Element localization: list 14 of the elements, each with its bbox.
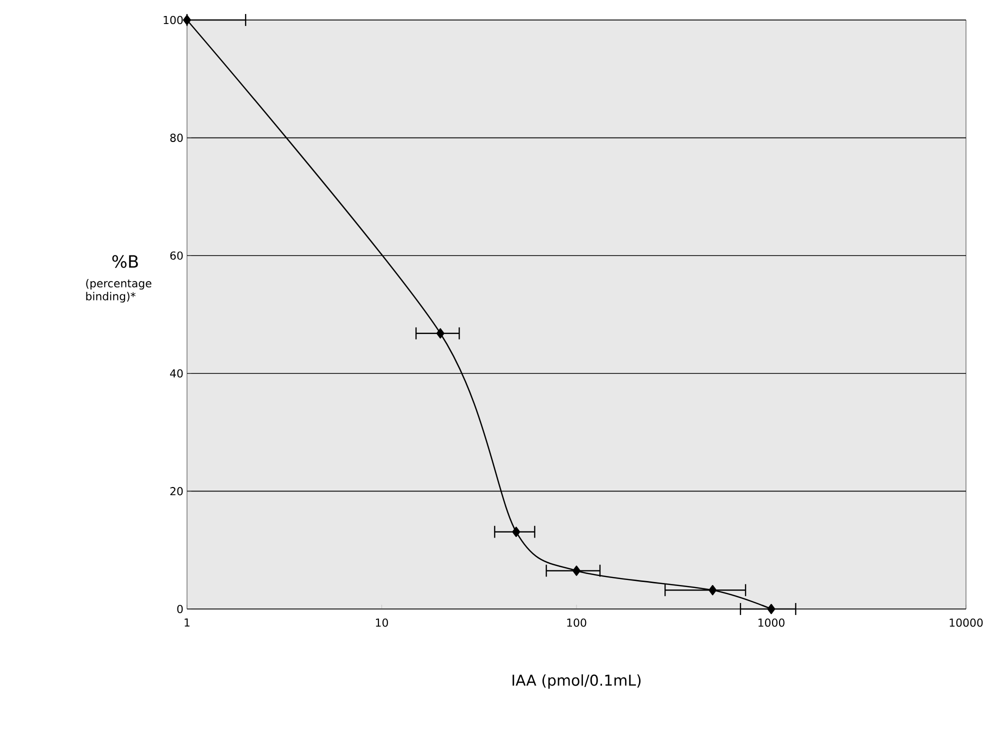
x-tick-label: 1000 [758, 618, 784, 627]
x-tick-label: 10 [376, 618, 388, 627]
y-tick-label: 80 [170, 134, 183, 142]
y-tick-label: 100 [164, 16, 183, 24]
y-tick-label: 0 [177, 604, 183, 614]
y-tick-label: 40 [170, 369, 183, 378]
y-axis-title: %B [112, 255, 138, 268]
x-tick-label: 1 [184, 618, 190, 626]
x-tick-label: 100 [567, 618, 586, 627]
x-axis-title: IAA (pmol/0.1mL) [512, 674, 641, 689]
text: (percentage binding)* [86, 278, 152, 303]
y-tick-label: 60 [170, 251, 183, 260]
y-tick-label: 20 [170, 487, 183, 496]
x-tick-label: 10000 [950, 618, 983, 627]
